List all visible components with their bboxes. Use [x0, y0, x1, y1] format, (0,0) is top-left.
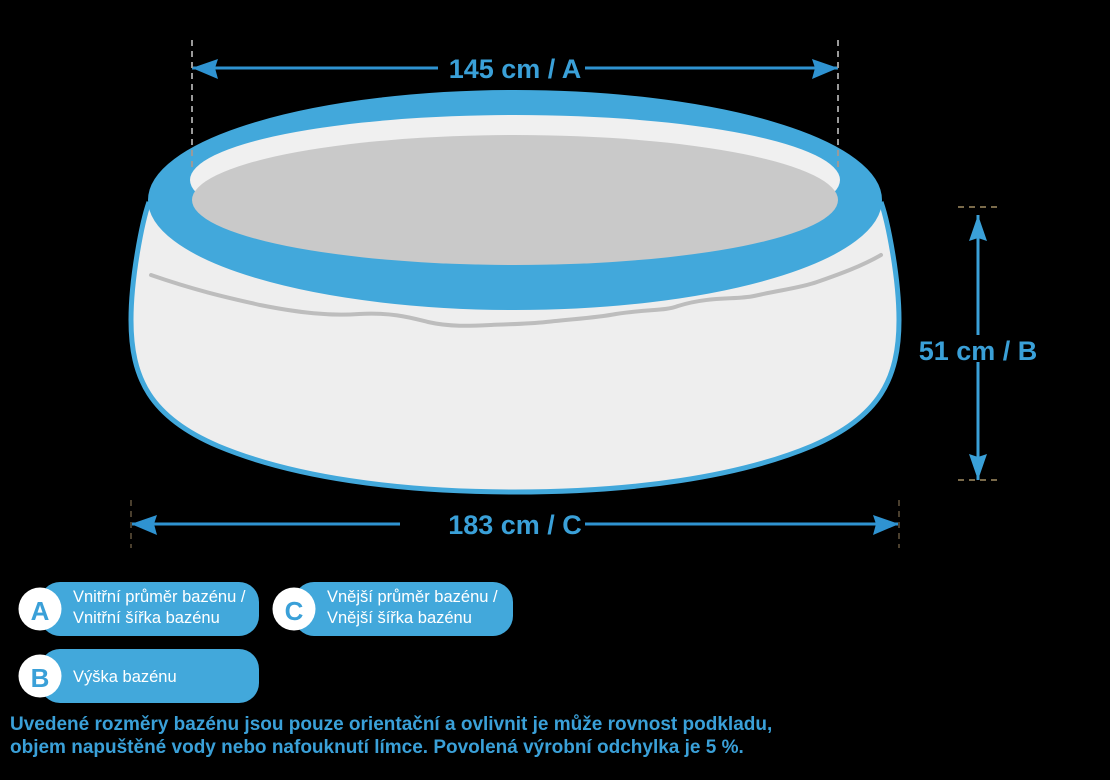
svg-text:objem napuštěné vody nebo nafo: objem napuštěné vody nebo nafouknutí lím…	[10, 737, 744, 758]
svg-text:A: A	[31, 596, 50, 626]
svg-text:Vnější průměr bazénu /: Vnější průměr bazénu /	[327, 588, 498, 606]
svg-text:B: B	[31, 663, 50, 693]
svg-text:Uvedené rozměry bazénu jsou po: Uvedené rozměry bazénu jsou pouze orient…	[10, 714, 772, 735]
svg-text:Vnitřní průměr bazénu /: Vnitřní průměr bazénu /	[73, 588, 246, 606]
svg-text:Výška bazénu: Výška bazénu	[73, 668, 177, 686]
svg-text:Vnitřní šířka bazénu: Vnitřní šířka bazénu	[73, 609, 220, 627]
svg-text:C: C	[285, 596, 304, 626]
svg-text:145 cm / A: 145 cm / A	[449, 54, 582, 84]
svg-text:51 cm / B: 51 cm / B	[919, 336, 1038, 366]
svg-text:Vnější šířka bazénu: Vnější šířka bazénu	[327, 609, 472, 627]
svg-text:183 cm / C: 183 cm / C	[448, 510, 582, 540]
